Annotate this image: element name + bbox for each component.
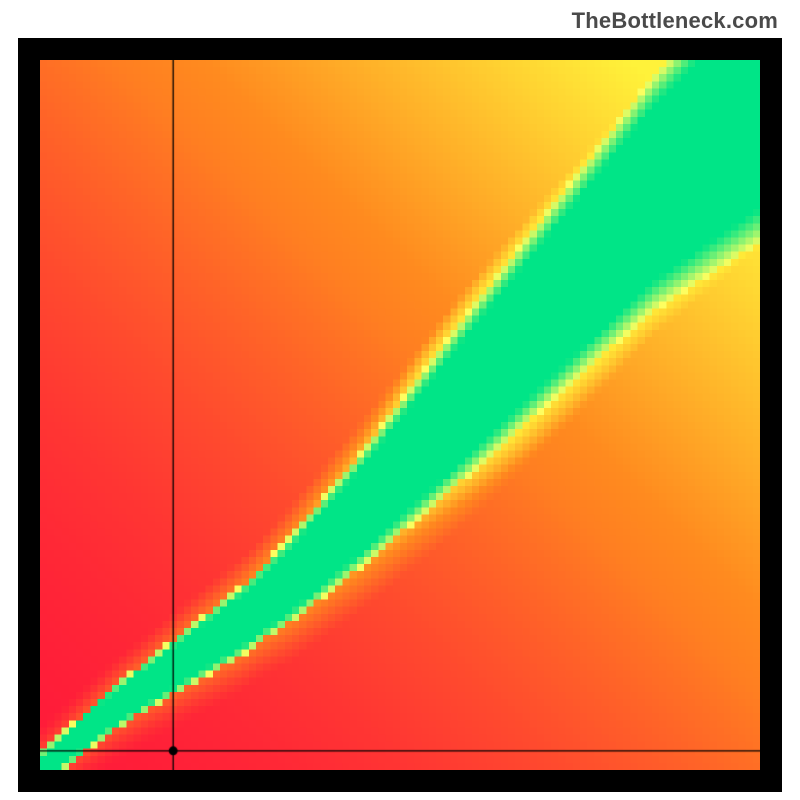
crosshair-overlay [40,60,760,770]
chart-root: { "watermark": { "text": "TheBottleneck.… [0,0,800,800]
watermark-text: TheBottleneck.com [572,8,778,34]
plot-frame [18,38,782,792]
